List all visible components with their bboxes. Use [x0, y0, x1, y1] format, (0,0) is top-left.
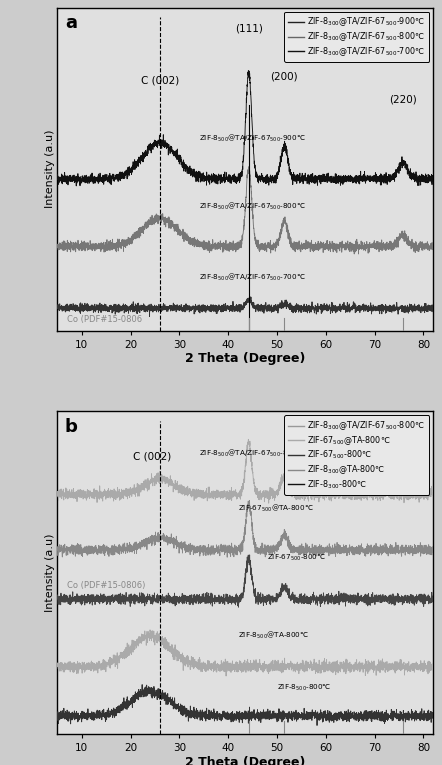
Text: ZIF-8$_{500}$@TA/ZIF-67$_{500}$-700℃: ZIF-8$_{500}$@TA/ZIF-67$_{500}$-700℃ [199, 272, 306, 283]
Y-axis label: Intensity (a.u): Intensity (a.u) [45, 130, 55, 208]
Text: Co (PDF#15-0806: Co (PDF#15-0806 [67, 315, 142, 324]
Text: a: a [65, 14, 77, 32]
X-axis label: 2 Theta (Degree): 2 Theta (Degree) [185, 757, 305, 765]
Legend: ZIF-8$_{300}$@TA/ZIF-67$_{500}$-900℃, ZIF-8$_{300}$@TA/ZIF-67$_{500}$-800℃, ZIF-: ZIF-8$_{300}$@TA/ZIF-67$_{500}$-900℃, ZI… [284, 11, 429, 62]
Text: (200): (200) [271, 72, 298, 82]
Text: C (002): C (002) [133, 451, 172, 461]
Text: ZIF-8$_{500}$@TA/ZIF-67$_{500}$-800℃: ZIF-8$_{500}$@TA/ZIF-67$_{500}$-800℃ [199, 448, 306, 459]
Text: ZIF-67$_{500}$@TA-800℃: ZIF-67$_{500}$@TA-800℃ [238, 503, 314, 514]
Text: ZIF-67$_{500}$-800℃: ZIF-67$_{500}$-800℃ [267, 553, 327, 564]
Text: (111): (111) [235, 24, 263, 34]
Text: b: b [65, 418, 78, 436]
X-axis label: 2 Theta (Degree): 2 Theta (Degree) [185, 353, 305, 366]
Text: ZIF-8$_{500}$@TA/ZIF-67$_{500}$-800℃: ZIF-8$_{500}$@TA/ZIF-67$_{500}$-800℃ [199, 200, 306, 212]
Text: ZIF-8$_{500}$@TA/ZIF-67$_{500}$-900℃: ZIF-8$_{500}$@TA/ZIF-67$_{500}$-900℃ [199, 133, 306, 144]
Text: Co (PDF#15-0806): Co (PDF#15-0806) [67, 581, 145, 591]
Text: (220): (220) [389, 95, 417, 105]
Text: ZIF-8$_{500}$-800℃: ZIF-8$_{500}$-800℃ [277, 682, 332, 692]
Text: ZIF-8$_{500}$@TA-800℃: ZIF-8$_{500}$@TA-800℃ [238, 630, 309, 642]
Y-axis label: Intensity (a.u): Intensity (a.u) [45, 534, 55, 612]
Text: C (002): C (002) [141, 75, 179, 85]
Legend: ZIF-8$_{300}$@TA/ZIF-67$_{500}$-800℃, ZIF-67$_{500}$@TA-800℃, ZIF-67$_{500}$-800: ZIF-8$_{300}$@TA/ZIF-67$_{500}$-800℃, ZI… [284, 415, 429, 495]
